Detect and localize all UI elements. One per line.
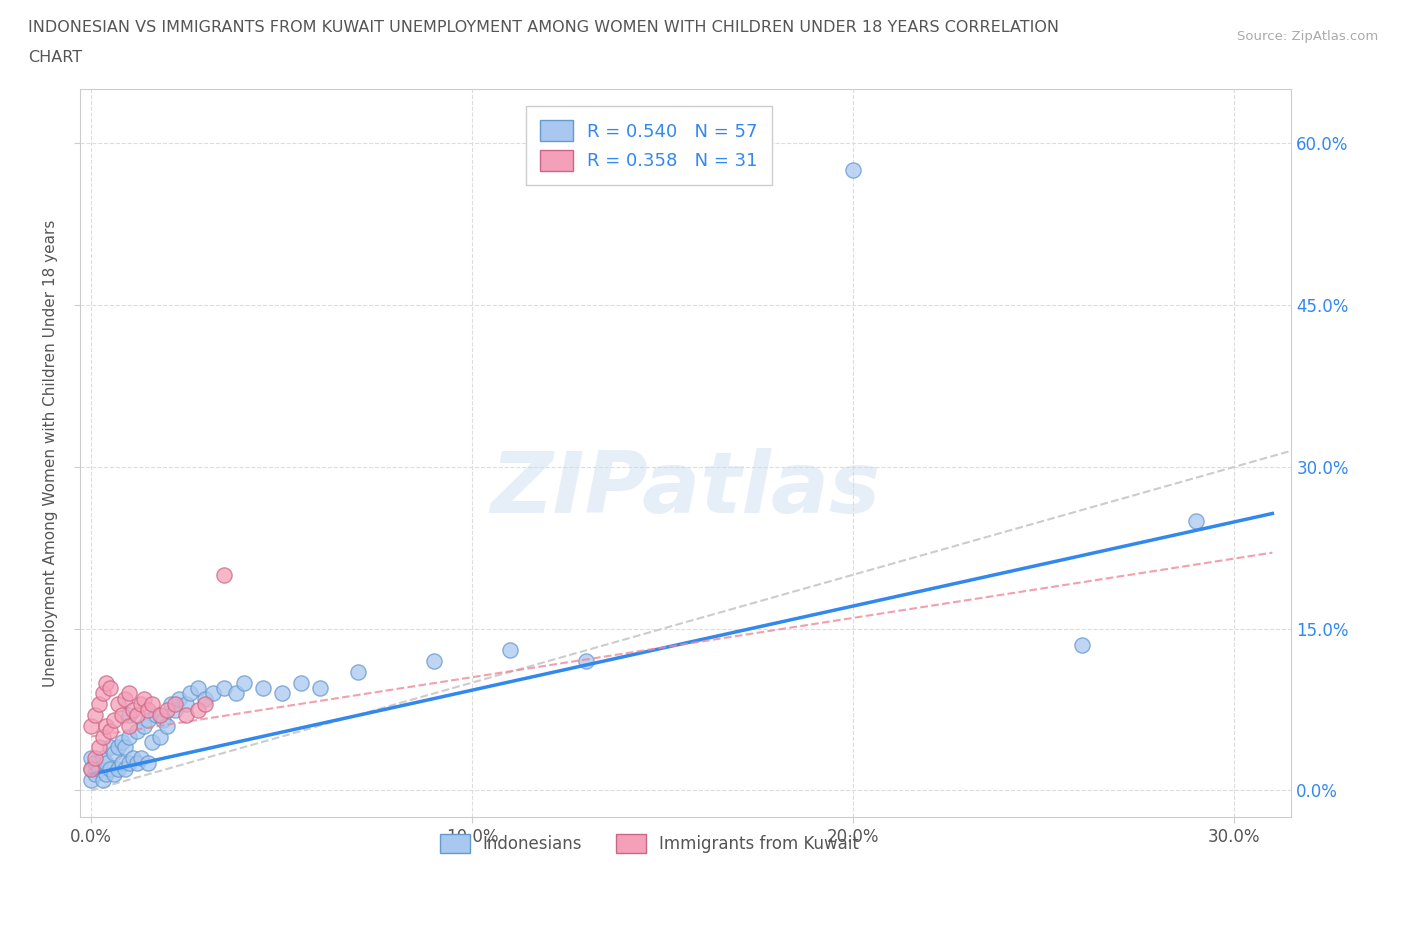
- Point: [270, 686, 292, 701]
- Point: [87, 740, 110, 755]
- Point: [98, 681, 121, 696]
- Point: [96, 767, 118, 782]
- Point: [179, 686, 201, 701]
- Point: [118, 729, 141, 744]
- Point: [308, 681, 330, 696]
- Point: [87, 762, 110, 777]
- Point: [141, 697, 163, 711]
- Point: [125, 756, 148, 771]
- Point: [575, 654, 598, 669]
- Text: CHART: CHART: [28, 50, 82, 65]
- Point: [91, 686, 114, 701]
- Y-axis label: Unemployment Among Women with Children Under 18 years: Unemployment Among Women with Children U…: [44, 219, 58, 687]
- Point: [91, 729, 114, 744]
- Point: [114, 740, 136, 755]
- Point: [202, 686, 225, 701]
- Point: [96, 718, 118, 733]
- Point: [149, 708, 172, 723]
- Point: [87, 697, 110, 711]
- Point: [136, 702, 159, 717]
- Point: [110, 708, 132, 723]
- Point: [114, 762, 136, 777]
- Point: [134, 718, 156, 733]
- Point: [134, 691, 156, 706]
- Point: [163, 697, 186, 711]
- Point: [125, 724, 148, 738]
- Point: [125, 708, 148, 723]
- Point: [232, 675, 254, 690]
- Point: [107, 762, 129, 777]
- Point: [194, 691, 217, 706]
- Point: [187, 702, 209, 717]
- Point: [194, 697, 217, 711]
- Point: [80, 718, 103, 733]
- Point: [1185, 513, 1208, 528]
- Point: [141, 735, 163, 750]
- Point: [83, 767, 105, 782]
- Point: [842, 163, 865, 178]
- Point: [290, 675, 312, 690]
- Point: [110, 756, 132, 771]
- Point: [136, 713, 159, 728]
- Point: [83, 751, 105, 765]
- Point: [163, 702, 186, 717]
- Point: [499, 643, 522, 658]
- Point: [225, 686, 247, 701]
- Point: [252, 681, 274, 696]
- Point: [98, 740, 121, 755]
- Point: [176, 708, 198, 723]
- Point: [118, 686, 141, 701]
- Point: [80, 772, 103, 787]
- Point: [98, 762, 121, 777]
- Point: [149, 729, 172, 744]
- Point: [114, 691, 136, 706]
- Text: INDONESIAN VS IMMIGRANTS FROM KUWAIT UNEMPLOYMENT AMONG WOMEN WITH CHILDREN UNDE: INDONESIAN VS IMMIGRANTS FROM KUWAIT UNE…: [28, 20, 1059, 35]
- Point: [118, 756, 141, 771]
- Legend: Indonesians, Immigrants from Kuwait: Indonesians, Immigrants from Kuwait: [433, 828, 866, 860]
- Point: [91, 751, 114, 765]
- Point: [1070, 637, 1092, 652]
- Point: [118, 718, 141, 733]
- Text: ZIPatlas: ZIPatlas: [491, 448, 880, 531]
- Point: [80, 751, 103, 765]
- Point: [347, 664, 370, 679]
- Point: [107, 697, 129, 711]
- Point: [83, 756, 105, 771]
- Point: [423, 654, 446, 669]
- Point: [176, 697, 198, 711]
- Point: [129, 697, 152, 711]
- Point: [187, 681, 209, 696]
- Point: [129, 751, 152, 765]
- Point: [160, 697, 183, 711]
- Point: [91, 772, 114, 787]
- Point: [96, 756, 118, 771]
- Point: [156, 702, 179, 717]
- Point: [214, 681, 236, 696]
- Point: [152, 713, 174, 728]
- Point: [214, 567, 236, 582]
- Point: [167, 691, 190, 706]
- Point: [96, 675, 118, 690]
- Point: [80, 762, 103, 777]
- Point: [122, 751, 145, 765]
- Point: [122, 702, 145, 717]
- Point: [103, 767, 125, 782]
- Point: [80, 762, 103, 777]
- Point: [83, 708, 105, 723]
- Point: [136, 756, 159, 771]
- Point: [103, 713, 125, 728]
- Point: [118, 708, 141, 723]
- Point: [103, 745, 125, 760]
- Point: [145, 708, 167, 723]
- Point: [156, 718, 179, 733]
- Point: [110, 735, 132, 750]
- Point: [98, 724, 121, 738]
- Point: [107, 740, 129, 755]
- Text: Source: ZipAtlas.com: Source: ZipAtlas.com: [1237, 30, 1378, 43]
